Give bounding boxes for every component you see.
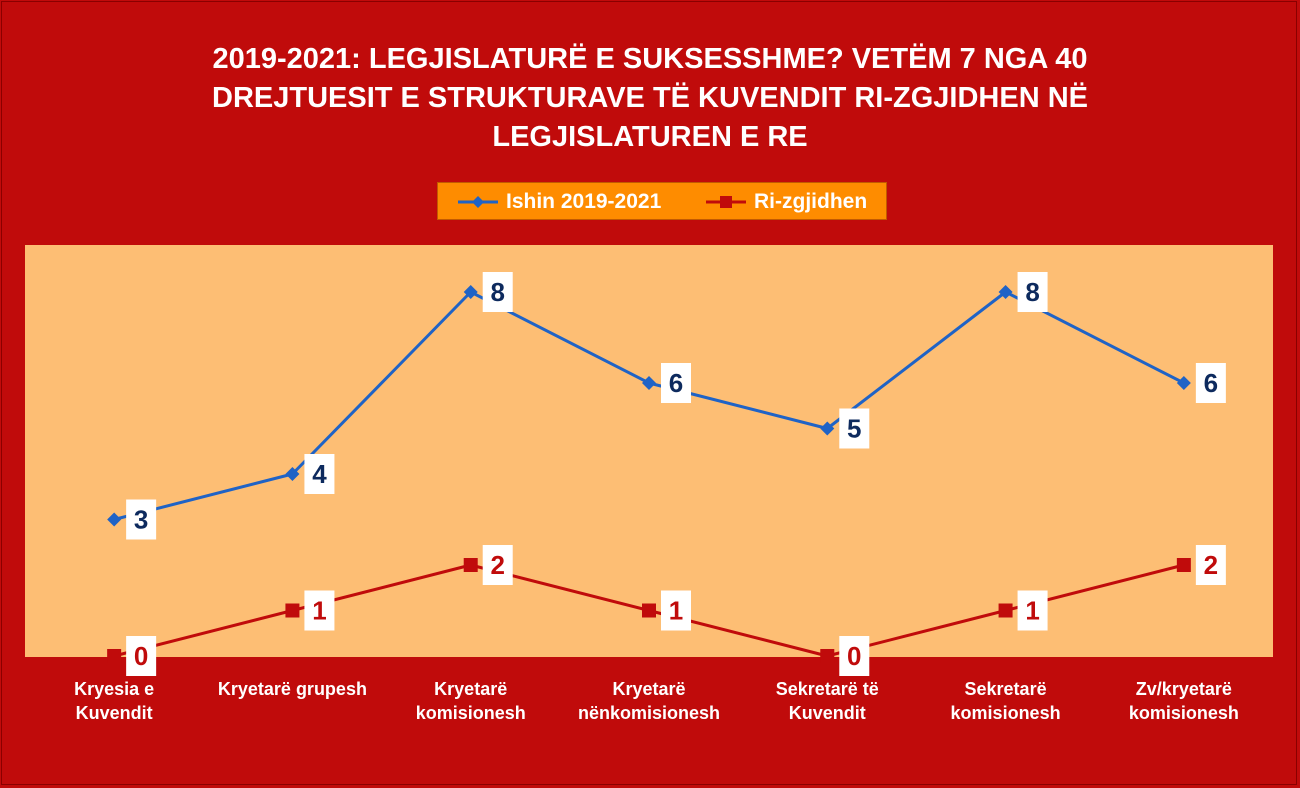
category-label-5: Sekretarë të Kuvendit — [742, 677, 912, 725]
data-label-box-2-6 — [1017, 590, 1048, 631]
category-label-1: Kryesia e Kuvendit — [29, 677, 199, 725]
category-label-4-line-1: Kryetarë — [612, 679, 686, 699]
category-label-3-line-2: komisionesh — [415, 703, 526, 723]
data-label-box-2-2 — [304, 590, 335, 631]
category-label-7-line-1: Zv/kryetarë — [1135, 679, 1232, 699]
data-label-box-1-1 — [126, 499, 157, 540]
data-label-box-1-5 — [839, 408, 870, 449]
data-point-1-5 — [820, 421, 835, 436]
category-label-5-line-2: Kuvendit — [788, 703, 866, 723]
legend-diamond-line-icon — [458, 196, 498, 208]
data-point-1-1 — [107, 512, 122, 527]
data-label-box-2-5 — [839, 636, 870, 676]
data-point-1-2 — [285, 467, 300, 481]
data-label-box-1-2 — [304, 454, 335, 494]
data-label-1-3: 8 — [490, 277, 504, 307]
data-label-box-1-3 — [482, 272, 513, 312]
plot-area — [25, 245, 1273, 657]
legend-square-line-icon — [706, 196, 746, 208]
category-label-4-line-2: nënkomisionesh — [577, 703, 721, 723]
legend-label-series-2: Ri-zgjidhen — [754, 190, 868, 213]
category-label-7-line-2: komisionesh — [1128, 703, 1239, 723]
data-label-box-1-7 — [1195, 363, 1226, 403]
data-label-2-3: 2 — [490, 550, 504, 580]
data-point-1-7 — [1176, 376, 1191, 390]
category-label-1-line-1: Kryesia e — [74, 679, 155, 699]
category-label-6-line-2: komisionesh — [950, 703, 1061, 723]
chart-title-line-3: LEGJISLATUREN E RE — [492, 121, 808, 153]
data-label-2-4: 1 — [669, 596, 683, 626]
data-label-1-6: 8 — [1025, 277, 1039, 307]
category-label-3-line-1: Kryetarë — [434, 679, 508, 699]
data-point-1-3 — [463, 285, 478, 299]
data-point-2-2 — [285, 603, 300, 618]
legend-label-series-1: Ishin 2019-2021 — [506, 190, 662, 213]
data-point-1-6 — [998, 285, 1013, 299]
data-label-box-1-4 — [661, 363, 691, 403]
legend-entry-series-2: Ri-zgjidhen — [704, 183, 867, 221]
category-label-6-line-1: Sekretarë — [964, 679, 1047, 699]
data-label-1-7: 6 — [1204, 368, 1218, 398]
data-label-1-5: 5 — [847, 414, 861, 444]
data-label-2-7: 2 — [1204, 550, 1218, 580]
data-label-2-2: 1 — [312, 596, 326, 626]
legend-entry-series-1: Ishin 2019-2021 — [456, 183, 661, 221]
chart-title: 2019-2021: LEGJISLATURË E SUKSESSHME? VE… — [0, 40, 1300, 157]
chart-title-line-1: 2019-2021: LEGJISLATURË E SUKSESSHME? VE… — [212, 43, 1088, 75]
category-label-6: Sekretarë komisionesh — [921, 677, 1091, 725]
data-label-box-1-6 — [1017, 272, 1048, 312]
data-label-1-1: 3 — [134, 505, 148, 535]
data-point-2-5 — [820, 649, 835, 663]
category-label-4: Kryetarë nënkomisionesh — [564, 677, 734, 725]
category-label-3: Kryetarë komisionesh — [386, 677, 556, 725]
data-label-2-6: 1 — [1025, 596, 1039, 626]
category-label-2: Kryetarë grupesh — [207, 677, 377, 701]
data-point-2-1 — [107, 649, 122, 663]
category-label-2-line-1: Kryetarë grupesh — [217, 679, 367, 699]
data-point-1-4 — [642, 376, 656, 390]
data-point-2-3 — [463, 558, 478, 572]
data-label-1-4: 6 — [669, 368, 683, 398]
data-point-2-7 — [1176, 558, 1191, 572]
data-point-2-6 — [998, 603, 1013, 618]
data-label-box-2-3 — [482, 545, 513, 585]
data-label-box-2-4 — [661, 590, 691, 631]
chart-legend: Ishin 2019-2021 Ri-zgjidhen — [437, 182, 887, 220]
data-label-box-2-1 — [126, 636, 157, 676]
data-point-2-4 — [642, 603, 656, 618]
data-label-2-1: 0 — [134, 641, 148, 671]
category-label-5-line-1: Sekretarë të — [775, 679, 879, 699]
chart-title-line-2: DREJTUESIT E STRUKTURAVE TË KUVENDIT RI-… — [212, 82, 1088, 114]
data-label-1-2: 4 — [312, 459, 327, 489]
category-label-1-line-2: Kuvendit — [75, 703, 153, 723]
category-label-7: Zv/kryetarë komisionesh — [1099, 677, 1269, 725]
data-label-box-2-7 — [1195, 545, 1226, 585]
data-label-2-5: 0 — [847, 641, 861, 671]
